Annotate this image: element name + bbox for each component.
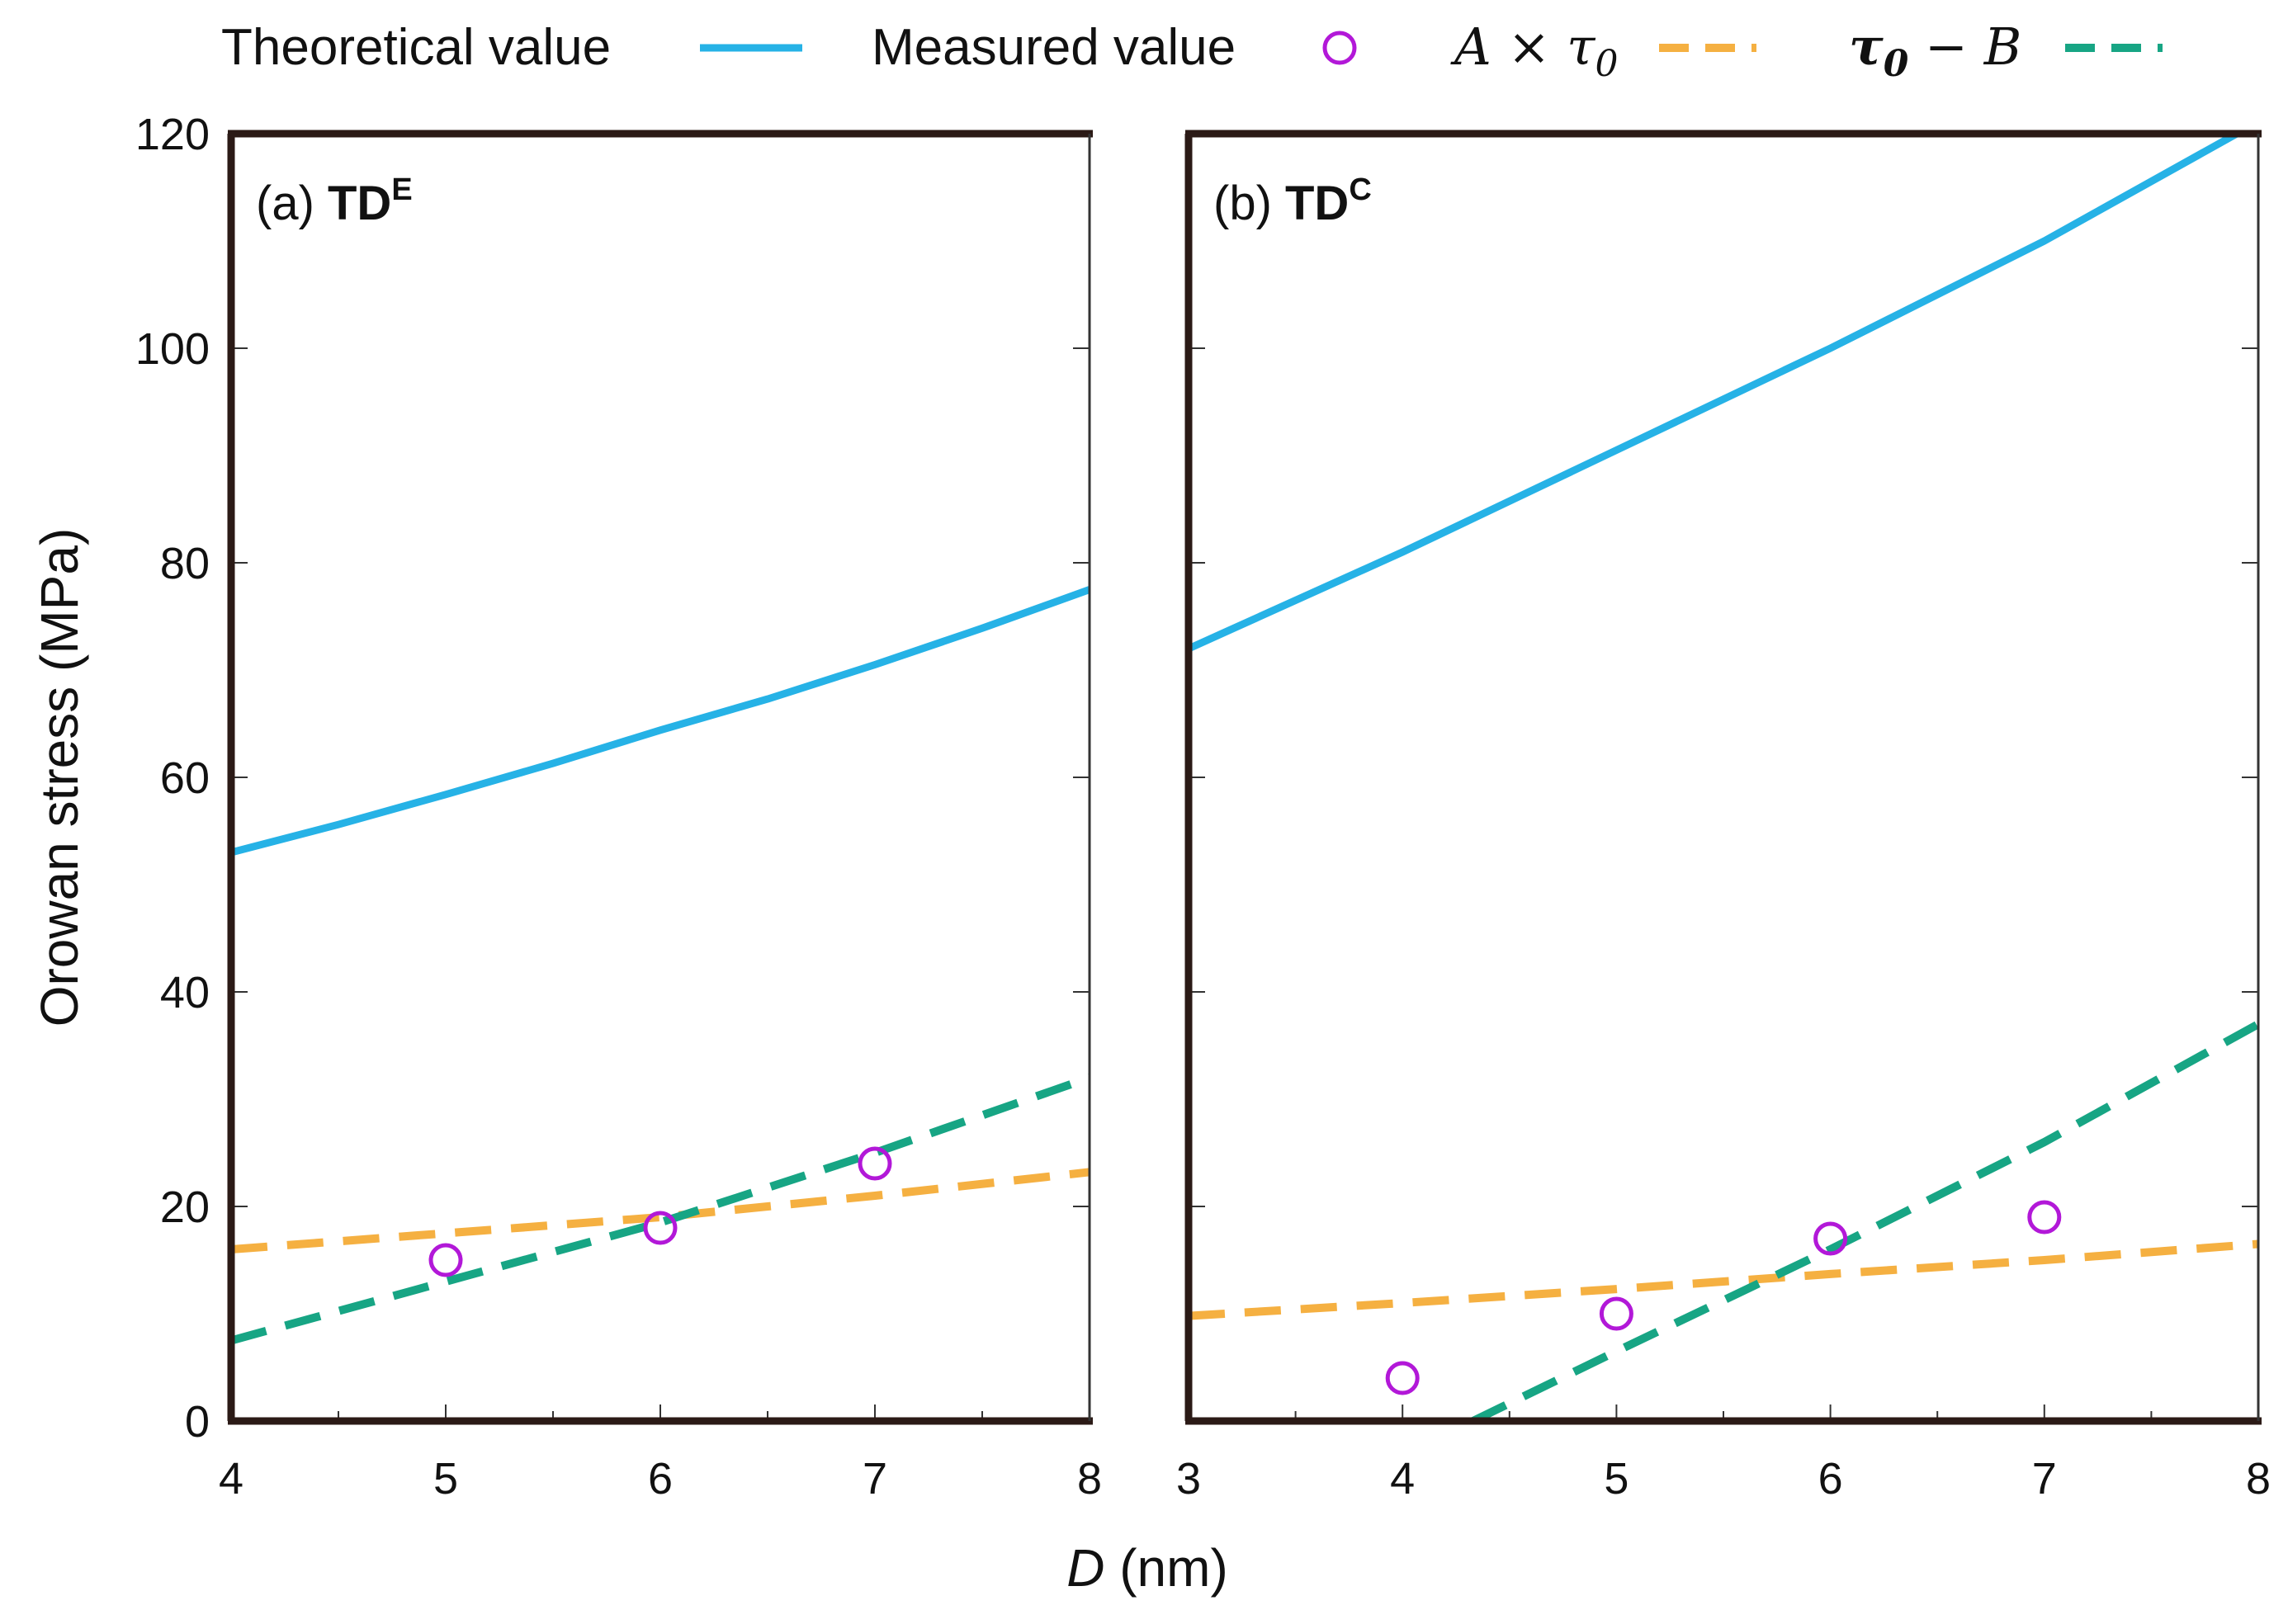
panel-label: (b) TDC: [1213, 172, 1372, 230]
measured-point: [1599, 1296, 1633, 1331]
legend-label-a-times-tau: A × τ0: [1450, 17, 1618, 85]
tick-labels: 0 20 40 60 80 100 120 4 5 6 7 8: [135, 110, 1102, 1504]
panel-label-main: TD: [1285, 177, 1349, 230]
x-tick-label: 4: [1390, 1454, 1415, 1504]
frame: [227, 130, 1093, 1425]
y-tick-label: 40: [160, 968, 210, 1017]
x-tick-label: 5: [1604, 1454, 1629, 1504]
x-tick-label: 4: [219, 1454, 243, 1504]
panel-label-prefix: (b): [1213, 177, 1285, 230]
measured-point: [643, 1211, 678, 1245]
panel-label-sup: E: [391, 172, 412, 207]
y-tick-label: 60: [160, 753, 210, 803]
x-axis-title-var: D: [1066, 1538, 1104, 1598]
measured-point: [2027, 1200, 2062, 1235]
y-tick-label: 20: [160, 1183, 210, 1232]
panel-b: 3 4 5 6 7 8 (b) TDC: [1176, 130, 2271, 1504]
measured-point: [1385, 1361, 1420, 1395]
legend-label-a-times-tau-main: A × τ: [1450, 17, 1596, 77]
panel-a: 0 20 40 60 80 100 120 4 5 6 7 8 (a) TDE: [135, 110, 1102, 1504]
legend-swatch-measured: [1322, 31, 1357, 65]
measured-point: [428, 1243, 463, 1277]
panel-label: (a) TDE: [256, 172, 413, 230]
series-group: [1189, 134, 2258, 1421]
x-tick-label: 6: [648, 1454, 673, 1504]
a-times-tau-line: [1189, 1239, 2258, 1320]
y-tick-label: 80: [160, 539, 210, 588]
x-tick-label: 6: [1818, 1454, 1843, 1504]
x-axis-title-unit: (nm): [1104, 1538, 1227, 1598]
a-times-tau-line: [231, 1168, 1090, 1253]
panel-label-prefix: (a): [256, 177, 328, 230]
x-axis-title: D (nm): [1066, 1538, 1228, 1598]
legend-label-tau-minus-b-main: τ: [1849, 17, 1884, 77]
theoretical-line: [1189, 134, 2239, 653]
measured-point: [858, 1146, 892, 1181]
y-axis-title: Orowan stress (MPa): [30, 528, 89, 1027]
tau-minus-b-line: [231, 1074, 1090, 1345]
x-tick-label: 5: [433, 1454, 458, 1504]
legend-label-tau-minus-b: τ0 − B: [1849, 17, 2021, 85]
x-tick-label: 8: [1077, 1454, 1102, 1504]
y-tick-label: 0: [185, 1397, 210, 1447]
legend: Theoretical value Measured value A × τ0 τ0 …: [221, 17, 2163, 85]
theoretical-line: [231, 586, 1090, 857]
legend-label-tau-minus-b-sub: 0: [1884, 43, 1909, 85]
measured-point: [1813, 1221, 1848, 1256]
legend-label-a-times-tau-sub: 0: [1595, 43, 1618, 85]
ticks: [1188, 133, 2259, 1422]
tick-labels: 3 4 5 6 7 8: [1176, 1454, 2271, 1504]
series-group: [231, 586, 1090, 1345]
y-tick-label: 100: [135, 324, 210, 374]
x-tick-label: 7: [2032, 1454, 2057, 1504]
x-tick-label: 7: [863, 1454, 887, 1504]
x-tick-label: 8: [2246, 1454, 2271, 1504]
x-tick-label: 3: [1176, 1454, 1201, 1504]
legend-label-theoretical: Theoretical value: [221, 19, 611, 76]
ticks: [230, 133, 1090, 1422]
legend-label-measured: Measured value: [872, 19, 1236, 76]
tau-minus-b-line: [1471, 1020, 2258, 1421]
y-tick-label: 120: [135, 110, 210, 159]
panel-label-sup: C: [1349, 172, 1371, 207]
frame: [1184, 130, 2262, 1425]
axis-titles: Orowan stress (MPa) D (nm): [30, 528, 1228, 1598]
panel-label-main: TD: [328, 177, 391, 230]
legend-label-tau-minus-b-suffix: − B: [1908, 17, 2021, 77]
